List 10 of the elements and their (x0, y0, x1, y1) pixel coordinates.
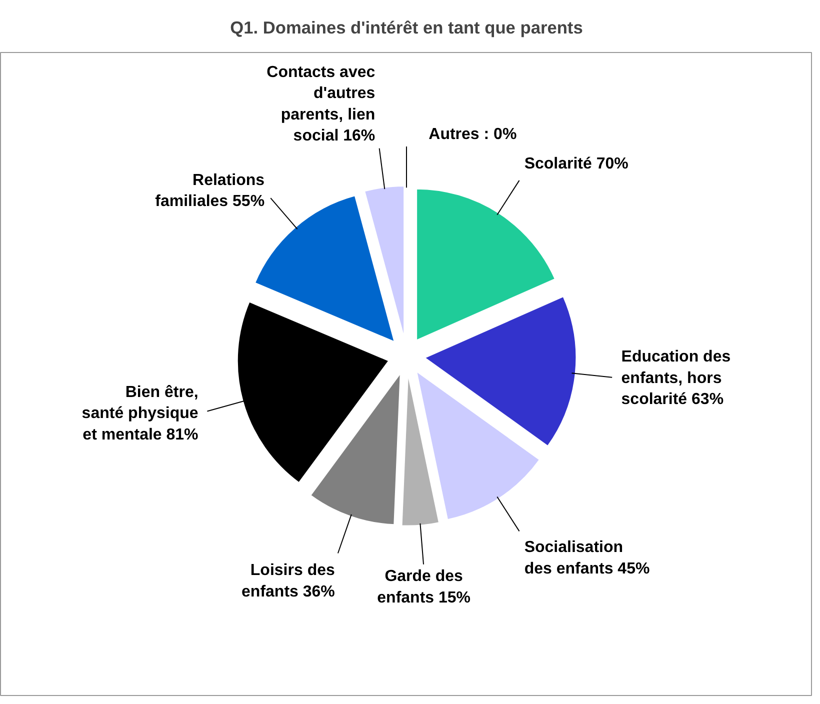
slice-label: Scolarité 70% (524, 156, 628, 173)
slice-label: Loisirs des enfants 36% (242, 562, 335, 600)
slice-label: Bien être, santé physique et mentale 81% (82, 384, 198, 444)
slice-label: Relations familiales 55% (155, 172, 265, 210)
slice-label: Garde des enfants 15% (377, 568, 471, 606)
chart-title: Q1. Domaines d'intérêt en tant que parents (230, 18, 583, 38)
slice-label: Contacts avec d'autres parents, lien social 16% (266, 64, 376, 145)
category-label: Autres : 0% (428, 126, 517, 143)
slice-label: Socialisation des enfants 45% (524, 539, 650, 578)
slice-label: Education des enfants, hors scolarité 63% (621, 348, 731, 408)
